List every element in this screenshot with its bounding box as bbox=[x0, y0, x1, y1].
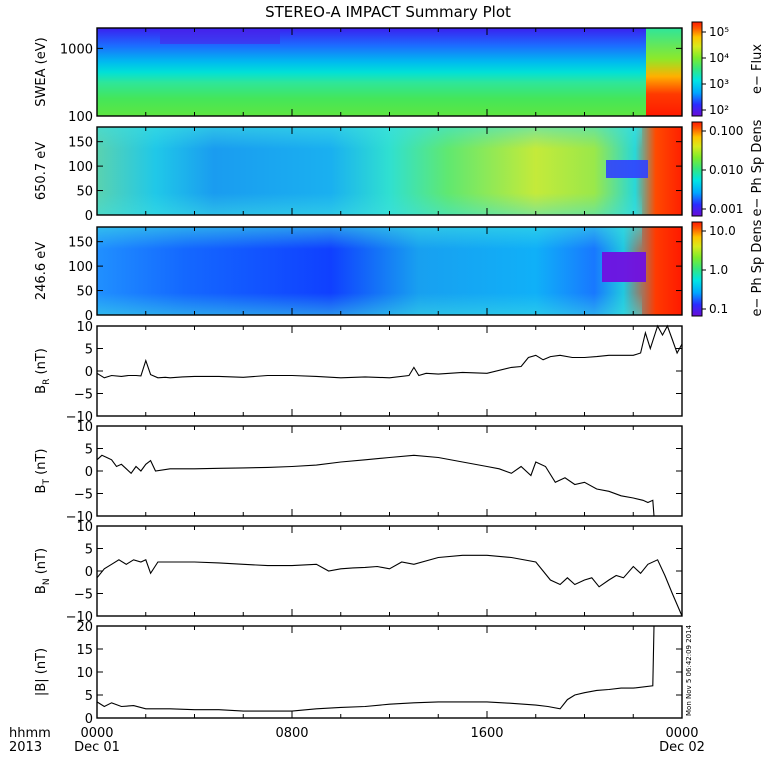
y-axis-label-br: BR (nT) bbox=[34, 348, 52, 394]
colorbar-tick-label-pad650: 0.100 bbox=[709, 124, 743, 138]
date-label-start: Dec 01 bbox=[74, 740, 120, 755]
y-tick-label-pad650: 50 bbox=[76, 185, 93, 200]
y-tick-label-bt: 10 bbox=[76, 420, 93, 435]
pad246-patch bbox=[602, 252, 646, 282]
y-axis-label-pad650: 650.7 eV bbox=[34, 142, 49, 200]
y-tick-label-babs: 0 bbox=[85, 712, 93, 727]
colorbar-tick-label-pad246: 10.0 bbox=[709, 224, 736, 238]
colorbar-tick-label-pad650: 0.010 bbox=[709, 163, 743, 177]
y-tick-label-br: 5 bbox=[85, 343, 93, 358]
pad650-patch bbox=[606, 160, 648, 178]
y-tick-label-bn: 10 bbox=[76, 520, 93, 535]
time-left-label-1: hhmm bbox=[9, 726, 51, 741]
colorbar-label-pad650: e− Ph Sp Dens bbox=[750, 119, 765, 216]
y-tick-label-pad246: 150 bbox=[68, 236, 93, 251]
timestamp-stamp: Mon Nov 5 06:42:09 2014 bbox=[685, 624, 693, 716]
y-tick-label-br: −10 bbox=[66, 410, 93, 425]
y-tick-label-pad650: 150 bbox=[68, 136, 93, 151]
plot-title: STEREO-A IMPACT Summary Plot bbox=[265, 3, 511, 21]
y-tick-label-bt: 5 bbox=[85, 443, 93, 458]
trace-br bbox=[96, 324, 683, 379]
y-tick-label-pad650: 100 bbox=[68, 160, 93, 175]
y-tick-label-babs: 20 bbox=[76, 620, 93, 635]
panel-frame-bt bbox=[96, 425, 683, 517]
swea-spectrogram-core bbox=[160, 30, 280, 44]
y-tick-label-bn: −5 bbox=[74, 588, 93, 603]
y-tick-label-babs: 5 bbox=[85, 689, 93, 704]
pad246-fade bbox=[97, 227, 642, 315]
time-tick-label-0: 0000 bbox=[80, 726, 113, 741]
y-axis-label-bn: BN (nT) bbox=[34, 548, 52, 594]
colorbar-label-pad246: e− Ph Sp Dens bbox=[750, 219, 765, 316]
y-tick-label-bt: −10 bbox=[66, 510, 93, 525]
colorbar-swea bbox=[691, 21, 703, 117]
trace-babs bbox=[96, 625, 682, 712]
time-tick-label-1: 0800 bbox=[275, 726, 308, 741]
y-tick-label-bt: −5 bbox=[74, 488, 93, 503]
y-tick-label-br: 10 bbox=[76, 320, 93, 335]
colorbar-tick-label-pad650: 0.001 bbox=[709, 202, 743, 216]
colorbar-tick-label-pad246: 1.0 bbox=[709, 263, 728, 277]
y-tick-label-swea: 1000 bbox=[60, 42, 93, 57]
colorbar-pad650 bbox=[691, 121, 703, 217]
y-axis-label-babs: |B| (nT) bbox=[34, 648, 49, 696]
colorbar-label-swea: e− Flux bbox=[750, 44, 765, 94]
y-tick-label-pad246: 50 bbox=[76, 285, 93, 300]
colorbar-pad246 bbox=[691, 221, 703, 317]
y-tick-label-pad246: 0 bbox=[85, 309, 93, 324]
y-axis-label-swea: SWEA (eV) bbox=[34, 37, 49, 106]
time-tick-label-2: 1600 bbox=[470, 726, 503, 741]
y-tick-label-bn: 0 bbox=[85, 565, 93, 580]
y-tick-label-bn: −10 bbox=[66, 610, 93, 625]
pad650-fade bbox=[97, 127, 642, 215]
date-label-end: Dec 02 bbox=[659, 740, 705, 755]
trace-bn bbox=[96, 554, 683, 617]
heatmap-panels bbox=[97, 28, 682, 315]
colorbars bbox=[691, 21, 703, 317]
colorbar-tick-label-swea: 10⁴ bbox=[709, 51, 729, 65]
y-tick-label-pad650: 0 bbox=[85, 209, 93, 224]
time-tick-label-3: 0000 bbox=[665, 726, 698, 741]
colorbar-tick-label-swea: 10³ bbox=[709, 77, 729, 91]
y-tick-label-babs: 10 bbox=[76, 666, 93, 681]
panel-frame-br bbox=[96, 325, 683, 417]
y-axis-label-pad246: 246.6 eV bbox=[34, 242, 49, 300]
y-tick-label-bt: 0 bbox=[85, 465, 93, 480]
y-tick-label-swea: 100 bbox=[68, 110, 93, 125]
panel-frame-bn bbox=[96, 525, 683, 617]
colorbar-tick-label-swea: 10⁵ bbox=[709, 25, 729, 39]
y-tick-label-babs: 15 bbox=[76, 643, 93, 658]
y-tick-label-pad246: 100 bbox=[68, 260, 93, 275]
y-axis-label-bt: BT (nT) bbox=[34, 449, 52, 494]
y-tick-label-br: 0 bbox=[85, 365, 93, 380]
y-tick-label-br: −5 bbox=[74, 388, 93, 403]
colorbar-tick-label-pad246: 0.1 bbox=[709, 302, 728, 316]
swea-spectrogram-end bbox=[646, 28, 682, 116]
time-left-label-2: 2013 bbox=[9, 740, 42, 755]
colorbar-tick-label-swea: 10² bbox=[709, 103, 729, 117]
y-tick-label-bn: 5 bbox=[85, 543, 93, 558]
trace-bt bbox=[96, 454, 655, 517]
